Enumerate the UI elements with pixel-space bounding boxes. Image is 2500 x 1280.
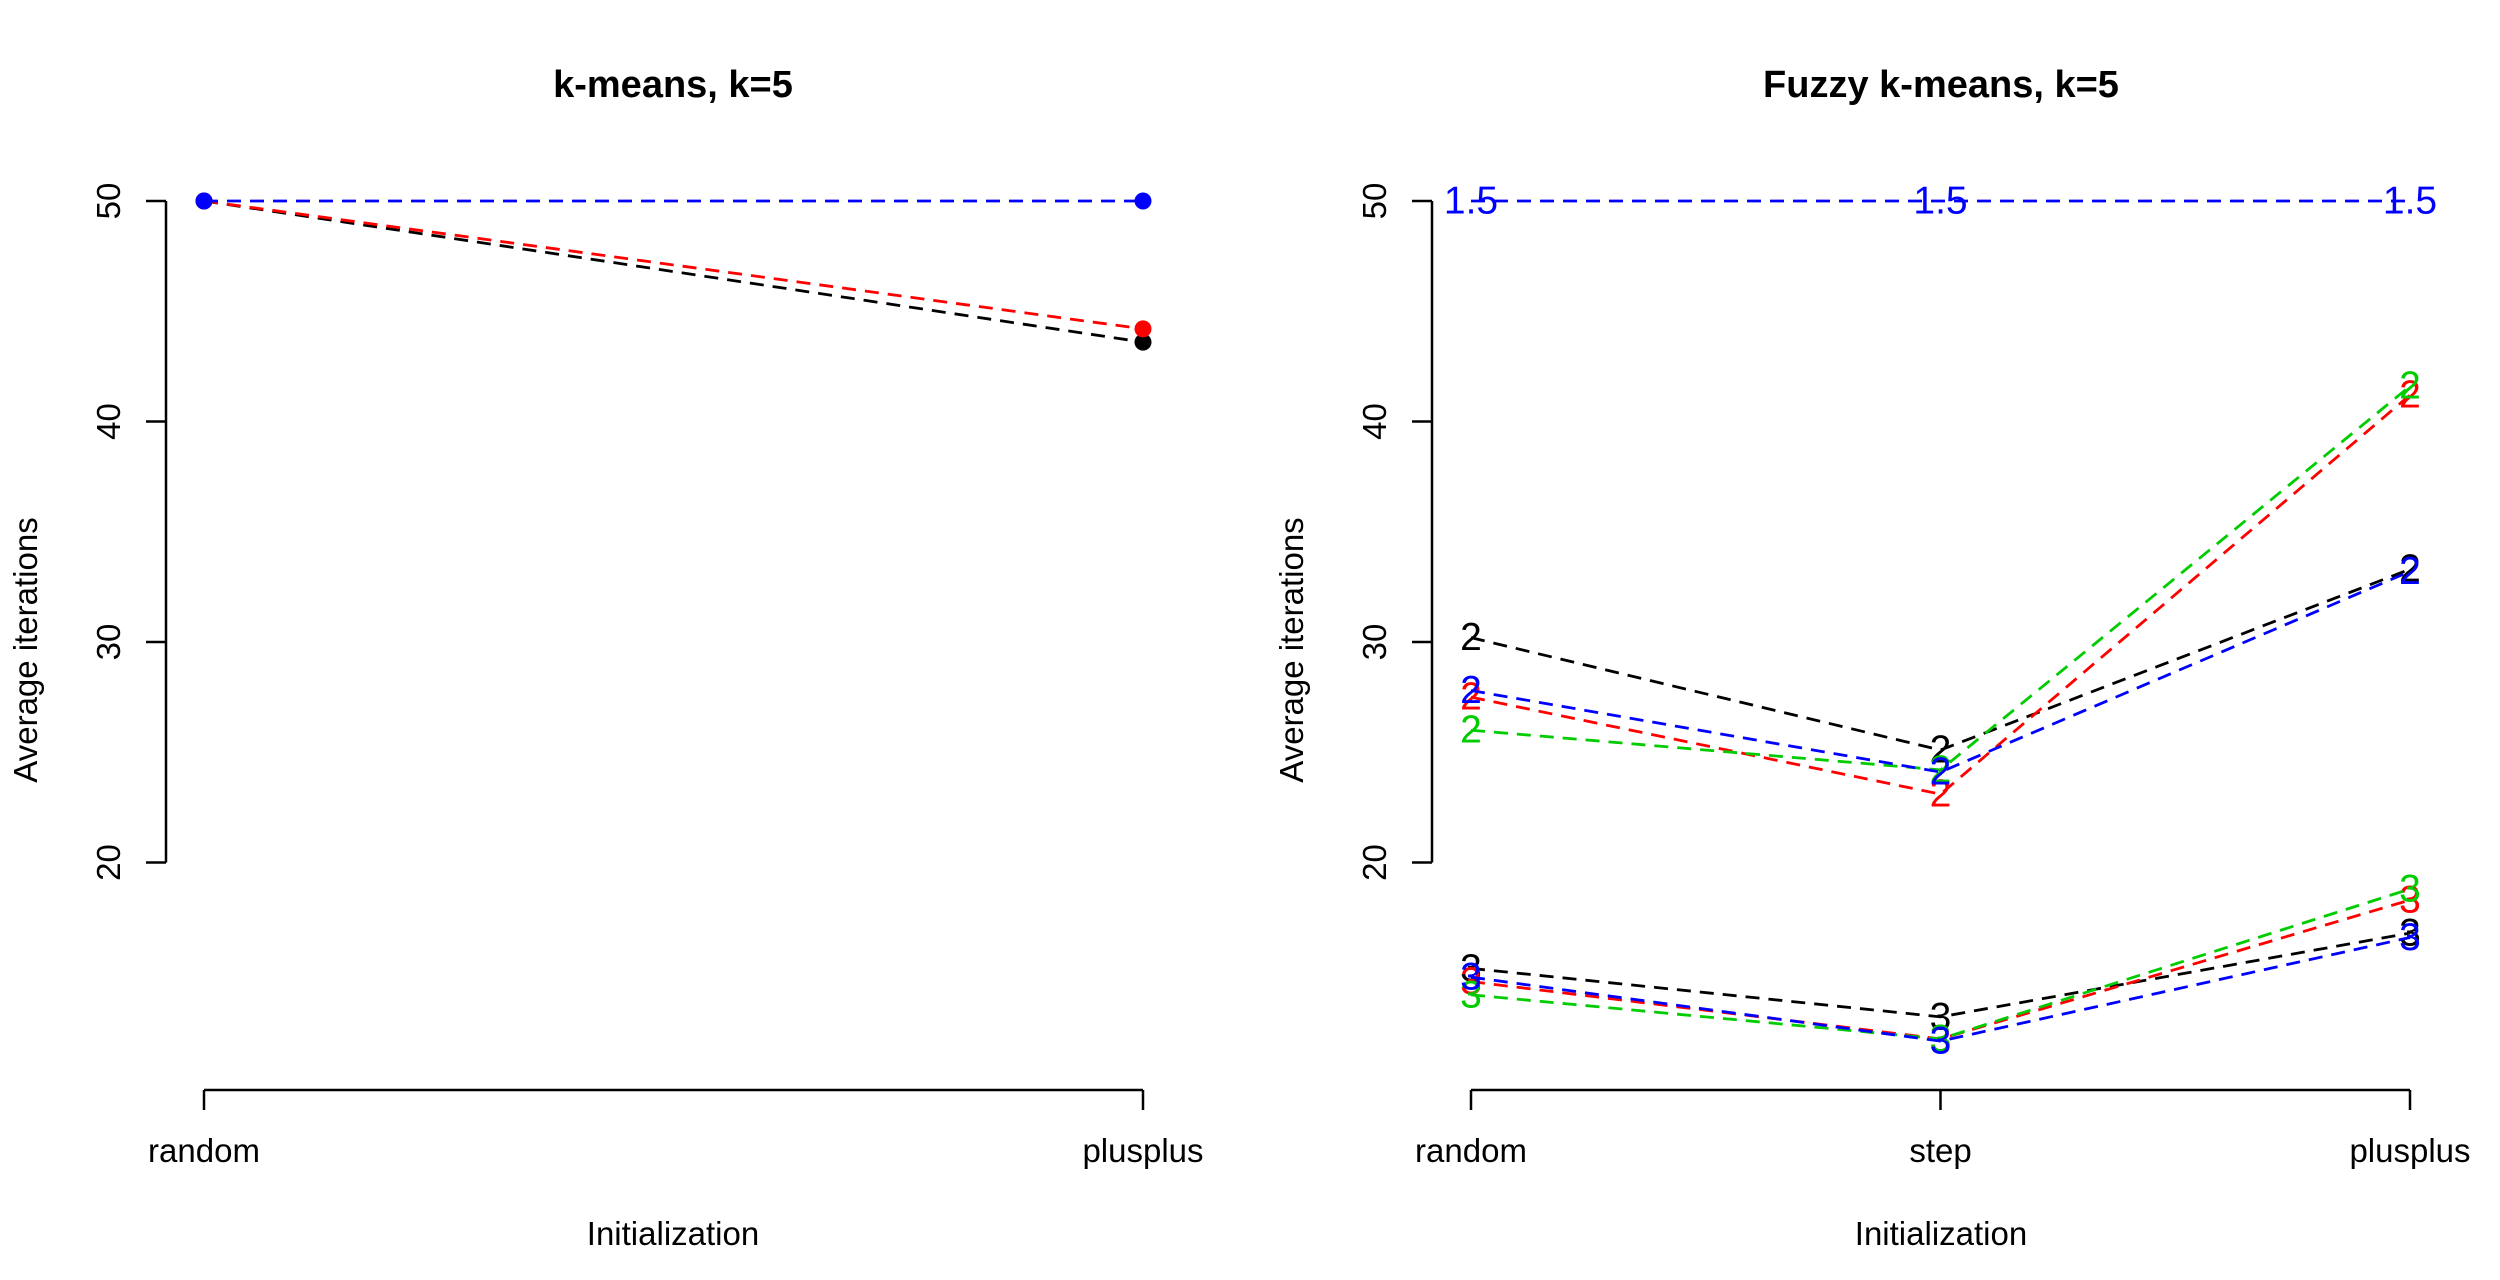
fuzzy-kmeans-series-line: [1470, 567, 2411, 752]
fuzzy-kmeans-point-label: 2: [1460, 709, 1482, 752]
fuzzy-kmeans-point-label: 1.5: [1444, 180, 1498, 223]
fuzzy-kmeans-x-tick-label: plusplus: [2349, 1132, 2470, 1169]
fuzzy-kmeans-point-label: 3: [2399, 867, 2421, 910]
fuzzy-kmeans-series-line: [1470, 887, 2411, 1041]
fuzzy-kmeans-point-label: 2: [1930, 748, 1952, 791]
fuzzy-kmeans-title: Fuzzy k-means, k=5: [1763, 64, 2119, 106]
kmeans-y-tick-label: 50: [90, 183, 127, 220]
kmeans-y-tick-label: 30: [90, 624, 127, 661]
fuzzy-kmeans-x-tick-label: step: [1909, 1132, 1971, 1169]
fuzzy-kmeans-point-label: 1.5: [1913, 180, 1967, 223]
kmeans-data-point: [1134, 333, 1152, 351]
kmeans-y-tick-label: 20: [90, 844, 127, 881]
kmeans-series-line: [203, 199, 1144, 344]
fuzzy-kmeans-x-axis-label: Initialization: [1855, 1215, 2027, 1252]
fuzzy-kmeans-point-label: 3: [1930, 995, 1952, 1038]
fuzzy-kmeans-tick-layer: 20 30 40 50 random step plusplus: [1356, 183, 2471, 1169]
fuzzy-kmeans-series-line: [1470, 570, 2411, 774]
fuzzy-kmeans-point-label: 2: [1930, 729, 1952, 772]
fuzzy-kmeans-point-label: 2: [1930, 751, 1952, 794]
fuzzy-kmeans-point-label: 2: [1460, 669, 1482, 712]
kmeans-tick-layer: 20 30 40 50 random plusplus: [90, 183, 1204, 1169]
fuzzy-kmeans-point-label: 3: [1460, 973, 1482, 1016]
kmeans-title: k-means, k=5: [553, 64, 793, 106]
fuzzy-kmeans-y-tick-label: 20: [1356, 844, 1393, 881]
fuzzy-kmeans-point-label: 2: [2399, 374, 2421, 417]
fuzzy-kmeans-point-label: 3: [1460, 960, 1482, 1003]
kmeans-y-tick-label: 40: [90, 403, 127, 440]
fuzzy-kmeans-point-label: 2: [1460, 616, 1482, 659]
fuzzy-kmeans-series-line: [1470, 936, 2411, 1043]
fuzzy-kmeans-series-line: [1470, 931, 2411, 1019]
kmeans-y-axis-label: Average iterations: [7, 517, 44, 782]
fuzzy-kmeans-point-label: 3: [2399, 879, 2421, 922]
fuzzy-kmeans-y-axis-label: Average iterations: [1273, 517, 1310, 782]
kmeans-x-tick-label: random: [148, 1132, 260, 1169]
kmeans-x-tick-label: plusplus: [1082, 1132, 1203, 1169]
kmeans-data-point: [1134, 320, 1152, 338]
fuzzy-kmeans-panel: Fuzzy k-means, k=5 Initialization Averag…: [1273, 64, 2471, 1252]
kmeans-plot-layer: [195, 192, 1152, 351]
kmeans-data-point: [195, 192, 213, 210]
fuzzy-kmeans-series-line: [1470, 385, 2411, 772]
kmeans-series-line: [203, 199, 1144, 331]
fuzzy-kmeans-point-label: 2: [2399, 550, 2421, 593]
fuzzy-kmeans-y-tick-label: 40: [1356, 403, 1393, 440]
fuzzy-kmeans-point-label: 2: [2399, 548, 2421, 591]
fuzzy-kmeans-point-label: 2: [1930, 773, 1952, 816]
fuzzy-kmeans-y-tick-label: 30: [1356, 624, 1393, 661]
fuzzy-kmeans-point-label: 2: [1460, 676, 1482, 719]
fuzzy-kmeans-point-label: 3: [2399, 912, 2421, 955]
kmeans-data-point: [1134, 192, 1152, 210]
fuzzy-kmeans-point-label: 3: [1460, 956, 1482, 999]
fuzzy-kmeans-point-label: 3: [2399, 916, 2421, 959]
fuzzy-kmeans-y-tick-label: 50: [1356, 183, 1393, 220]
fuzzy-kmeans-point-label: 2: [2399, 365, 2421, 408]
kmeans-panel: k-means, k=5 Initialization Average iter…: [7, 64, 1204, 1252]
fuzzy-kmeans-point-label: 3: [1930, 1017, 1952, 1060]
fuzzy-kmeans-point-label: 3: [1930, 1020, 1952, 1063]
kmeans-x-axis-label: Initialization: [587, 1215, 759, 1252]
fuzzy-kmeans-x-tick-label: random: [1415, 1132, 1527, 1169]
fuzzy-kmeans-point-label: 1.5: [2383, 180, 2437, 223]
